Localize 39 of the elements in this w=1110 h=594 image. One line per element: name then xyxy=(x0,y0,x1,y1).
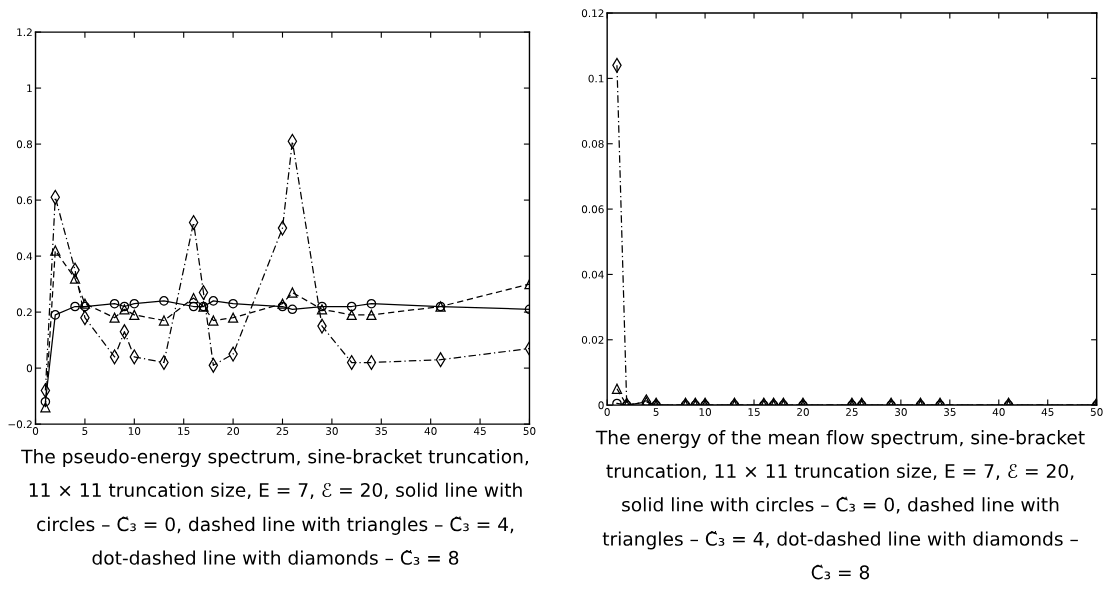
x-tick-label: 15 xyxy=(748,408,760,416)
y-tick-label: 0 xyxy=(26,364,33,373)
x-tick-label: 50 xyxy=(523,427,536,435)
y-tick-label: 0.4 xyxy=(16,252,33,261)
text: The pseudo-energy spectrum, sine-bracket truncation, 11 × 11 truncation size, E = 7, ℰ = 20, solid line with circles – C̃₃ = 0, dashed line with triangles – C̃₃ = 4, dot-dashed line with diamonds – C̃₃ = 8 xyxy=(21,449,529,565)
y-tick-label: 1 xyxy=(27,84,32,93)
x-tick-label: 10 xyxy=(699,408,712,416)
x-tick-label: 5 xyxy=(653,408,659,416)
x-tick-label: 0 xyxy=(32,427,39,435)
y-tick-label: 0.02 xyxy=(581,335,604,344)
x-tick-label: 35 xyxy=(943,408,956,416)
x-tick-label: 35 xyxy=(375,427,387,435)
x-tick-label: 0 xyxy=(604,408,610,416)
x-tick-label: 45 xyxy=(473,427,486,435)
text: The energy of the mean flow spectrum, sine-bracket truncation, 11 × 11 truncation size, E = 7, ℰ = 20, solid line with circles – C̃₃ = 0, dashed line with triangles – C̃₃ = 4, dot-dashed line with diamonds – C̃₃ = 8 xyxy=(595,430,1085,580)
x-tick-label: 40 xyxy=(992,408,1005,416)
x-tick-label: 20 xyxy=(797,408,809,416)
x-tick-label: 25 xyxy=(846,408,858,416)
y-tick-label: 0.8 xyxy=(16,140,33,149)
y-tick-label: 0.2 xyxy=(16,308,32,317)
y-tick-label: −0.2 xyxy=(8,420,32,429)
y-tick-label: 0.06 xyxy=(581,205,604,214)
y-tick-label: 1.2 xyxy=(17,28,32,37)
x-tick-label: 15 xyxy=(178,427,190,435)
y-tick-label: 0.08 xyxy=(581,139,604,148)
x-tick-label: 30 xyxy=(326,427,338,435)
y-tick-label: 0.6 xyxy=(16,196,33,205)
x-tick-label: 45 xyxy=(1041,408,1054,416)
y-tick-label: 0.04 xyxy=(581,270,604,279)
x-tick-label: 5 xyxy=(82,427,88,435)
x-tick-label: 25 xyxy=(276,427,289,435)
x-tick-label: 50 xyxy=(1090,408,1103,416)
y-tick-label: 0.1 xyxy=(588,74,604,83)
x-tick-label: 10 xyxy=(128,427,141,435)
x-tick-label: 30 xyxy=(895,408,907,416)
x-tick-label: 20 xyxy=(227,427,240,435)
x-tick-label: 40 xyxy=(424,427,437,435)
y-tick-label: 0.12 xyxy=(581,9,604,18)
y-tick-label: 0 xyxy=(598,401,604,410)
